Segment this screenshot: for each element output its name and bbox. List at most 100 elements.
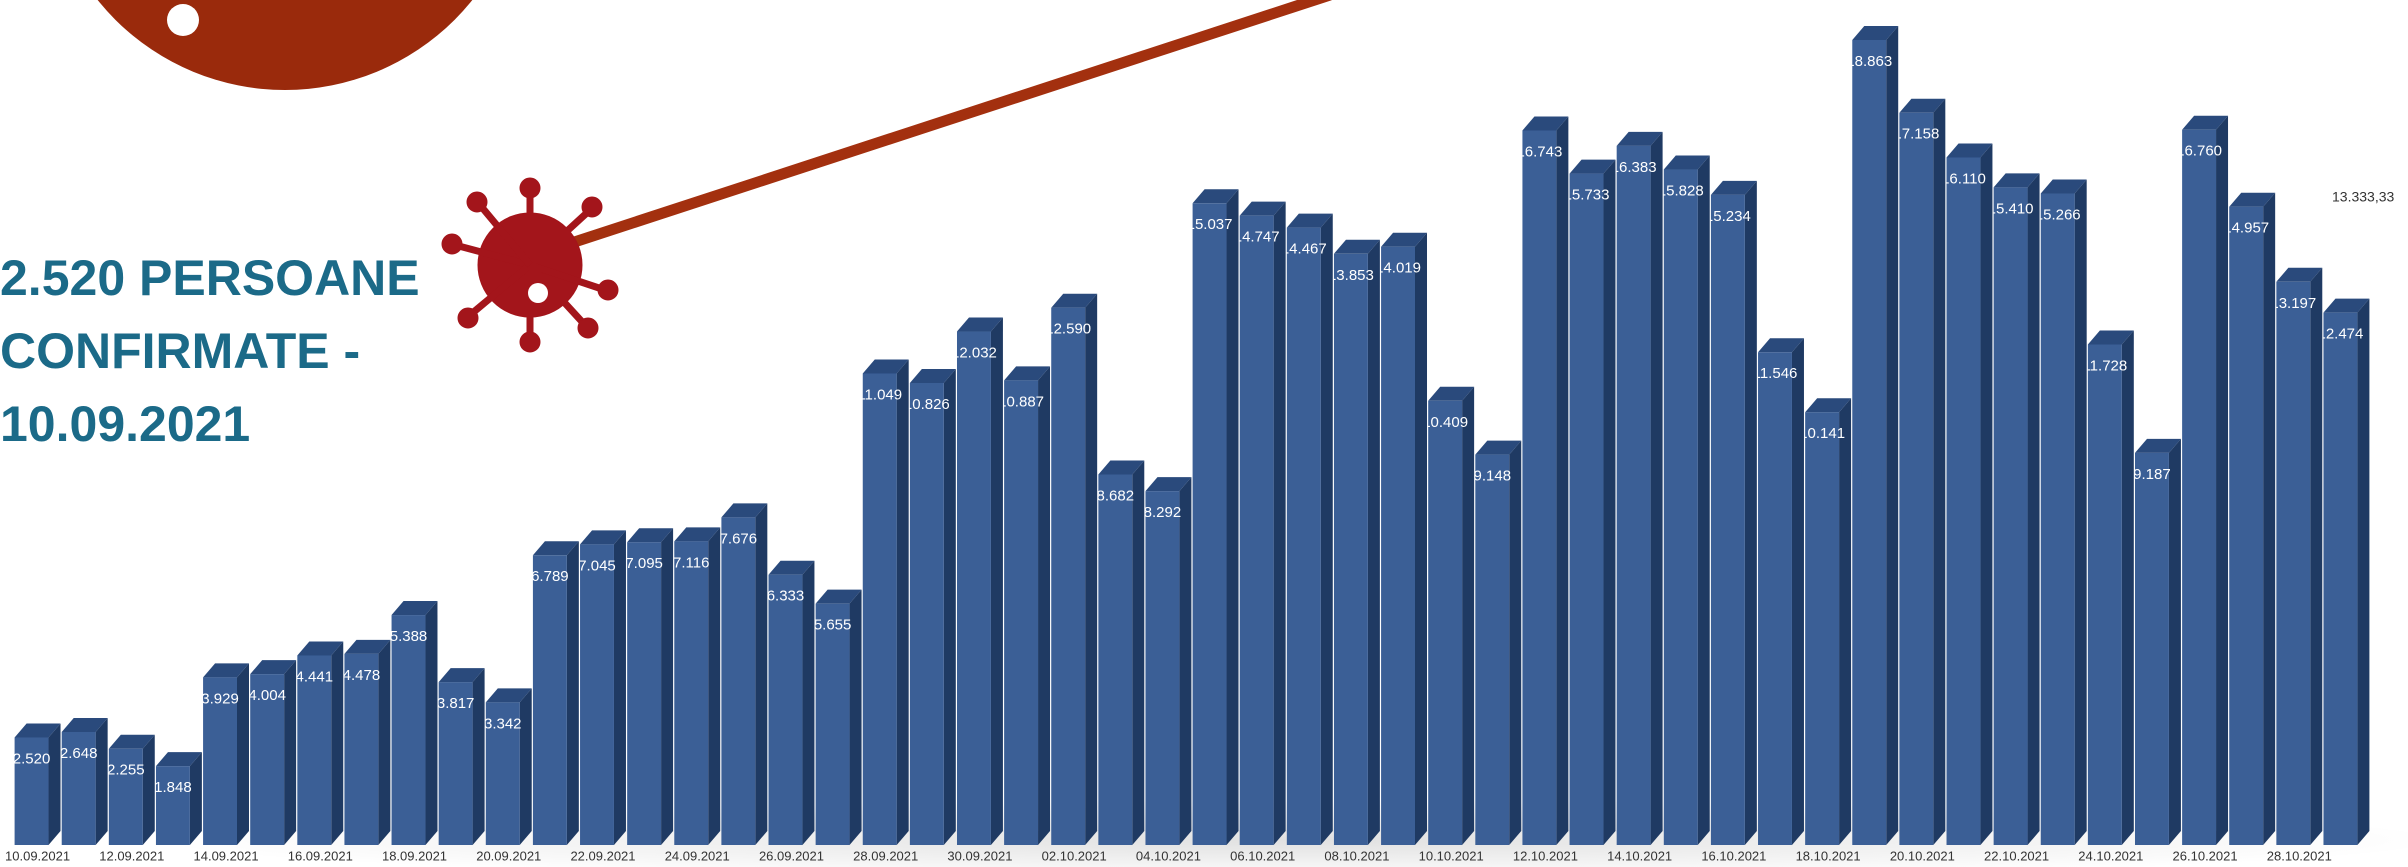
bar-top [2229, 192, 2276, 207]
bar-top [1663, 155, 1710, 170]
value-label: 16.743 [1516, 143, 1562, 160]
value-label: 16.110 [1941, 170, 1986, 187]
value-label: 11.546 [1753, 365, 1798, 382]
bar-side [95, 717, 108, 845]
annotation: 13.333,33 [2332, 189, 2394, 205]
value-label: 16.760 [2176, 143, 2222, 160]
bar-side [1697, 155, 1710, 845]
x-tick-label: 22.09.2021 [570, 848, 635, 863]
bar-top [2087, 330, 2134, 345]
value-label: 9.187 [2133, 466, 2171, 483]
bar [61, 731, 96, 845]
bar [1004, 380, 1039, 845]
value-label: 9.148 [1474, 468, 1512, 485]
bar-top [2182, 115, 2229, 130]
x-tick-label: 18.10.2021 [1796, 848, 1861, 863]
value-label: 14.019 [1375, 260, 1421, 277]
bar [1663, 169, 1698, 845]
bar [627, 542, 662, 845]
bar-top [344, 639, 391, 654]
bar [2323, 312, 2358, 845]
x-tick-label: 26.10.2021 [2173, 848, 2238, 863]
value-label: 12.590 [1045, 321, 1091, 338]
bar [155, 766, 190, 845]
bar-top [1616, 131, 1663, 146]
x-tick-label: 24.09.2021 [665, 848, 730, 863]
bar-side [1744, 180, 1757, 845]
bar-top [1145, 477, 1192, 492]
bar [1710, 194, 1745, 845]
bar-side [2027, 173, 2040, 845]
bar-side [2357, 298, 2370, 845]
bar-side [48, 723, 61, 845]
bar-top [580, 530, 626, 545]
bar-side [2310, 267, 2323, 846]
bar-top [2276, 267, 2323, 282]
bar-side [896, 359, 909, 845]
value-label: 2.255 [107, 762, 145, 779]
bar-top [2040, 179, 2087, 194]
x-tick-label: 30.09.2021 [947, 848, 1012, 863]
x-tick-label: 12.09.2021 [99, 848, 164, 863]
value-label: 10.409 [1422, 414, 1468, 431]
bar [1192, 203, 1227, 845]
bar-side [1462, 386, 1475, 845]
bar-side [1320, 213, 1333, 845]
bar-top [155, 752, 202, 767]
value-label: 4.441 [296, 668, 334, 685]
bar [815, 603, 850, 845]
bar-side [1980, 143, 1993, 845]
x-tick-label: 20.10.2021 [1890, 848, 1955, 863]
x-tick-label: 02.10.2021 [1042, 848, 1107, 863]
bar-top [1993, 173, 2040, 188]
bar [438, 682, 473, 845]
chart-title: 2.520 PERSOANE [0, 250, 420, 306]
bar [1145, 491, 1180, 845]
bar-side [802, 560, 815, 845]
bar [1852, 40, 1887, 845]
bar-top [1286, 213, 1333, 228]
bar [1899, 112, 1934, 845]
value-label: 13.197 [2270, 295, 2316, 312]
bar-side [519, 688, 532, 845]
bar [1239, 215, 1274, 846]
bar-top [1098, 460, 1145, 475]
bar-side [237, 663, 250, 845]
bar-top [1004, 366, 1051, 381]
bar [580, 544, 614, 845]
bar-side [425, 601, 438, 845]
bar [1333, 253, 1368, 846]
bar-top [61, 717, 108, 732]
bar-top [391, 601, 438, 616]
bar-side [1839, 398, 1852, 845]
bar [674, 541, 709, 845]
bar-side [142, 734, 155, 845]
bar-top [250, 660, 297, 675]
bar-top [768, 560, 815, 575]
bar [2276, 281, 2311, 846]
bar-side [1179, 477, 1192, 845]
chart-title: 10.09.2021 [0, 396, 250, 452]
value-label: 6.333 [767, 588, 805, 605]
bar-side [708, 527, 721, 845]
bar [1475, 454, 1510, 845]
bar [297, 655, 332, 845]
bar [203, 677, 238, 845]
bar [721, 517, 756, 845]
x-tick-label: 14.10.2021 [1607, 848, 1672, 863]
bar-side [661, 528, 674, 845]
bar-top [1710, 180, 1757, 195]
bar-top [815, 589, 862, 604]
x-tick-label: 10.09.2021 [5, 848, 70, 863]
bar-side [613, 530, 626, 845]
bar [1098, 474, 1133, 845]
bar-side [1791, 338, 1804, 845]
bar-top [1522, 116, 1569, 131]
value-label: 8.682 [1097, 487, 1135, 504]
bar-side [849, 589, 862, 845]
bar-top [1758, 338, 1804, 353]
virus-icon [441, 177, 619, 353]
value-label: 17.158 [1893, 126, 1939, 143]
bar [956, 331, 991, 845]
bar [1993, 187, 2028, 845]
